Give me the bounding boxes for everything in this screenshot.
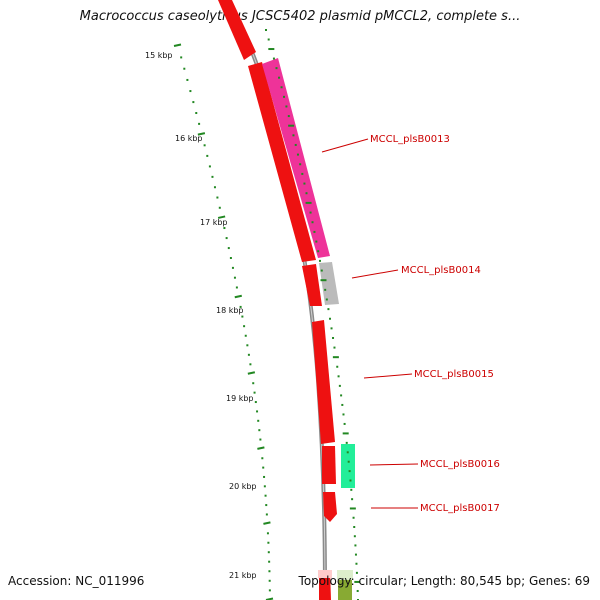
topology-summary: Topology: circular; Length: 80,545 bp; G… <box>298 574 590 588</box>
cds-arrow <box>302 264 322 306</box>
scale-label: 21 kbp <box>229 571 257 580</box>
map-title: Macrococcus caseolyticus JCSC5402 plasmi… <box>79 9 521 24</box>
scale-label: 18 kbp <box>216 306 244 315</box>
major-tick <box>217 215 226 219</box>
gene-label-mccl-plsb0016[interactable]: MCCL_plsB0016 <box>420 459 500 470</box>
major-tick <box>234 294 242 299</box>
inner-scale-ticks <box>173 43 274 600</box>
gene-label-mccl-plsb0017[interactable]: MCCL_plsB0017 <box>420 503 500 514</box>
cds-arrow <box>248 62 316 262</box>
major-tick <box>173 43 182 47</box>
major-tick <box>197 132 206 136</box>
gene-mccl-plsb0013 <box>262 58 330 258</box>
scale-label: 16 kbp <box>175 134 203 143</box>
forward-cds-track <box>218 0 337 600</box>
gene-label-mccl-plsb0015[interactable]: MCCL_plsB0015 <box>414 369 494 380</box>
gene-mccl-plsb0016 <box>341 444 355 488</box>
cds-arrow <box>318 570 332 578</box>
gene-mccl-plsb0014 <box>319 262 339 305</box>
gene-label-mccl-plsb0013[interactable]: MCCL_plsB0013 <box>370 134 450 145</box>
callout-line <box>363 373 413 379</box>
accession-text: Accession: NC_011996 <box>8 574 145 588</box>
cds-arrow <box>322 446 336 484</box>
major-tick <box>247 371 256 375</box>
cds-arrow <box>323 492 337 522</box>
cds-arrow <box>312 320 335 444</box>
cds-arrow <box>218 0 256 60</box>
callout-line <box>369 463 419 466</box>
callout-line <box>321 138 369 153</box>
scale-label: 20 kbp <box>229 482 257 491</box>
scale-label: 19 kbp <box>226 394 254 403</box>
outer-gene-track <box>262 58 355 600</box>
major-tick <box>263 521 271 525</box>
callout-line <box>351 269 399 279</box>
scale-label: 17 kbp <box>200 218 228 227</box>
outer-scale-ticks <box>265 29 361 600</box>
gene-label-mccl-plsb0014[interactable]: MCCL_plsB0014 <box>401 265 481 276</box>
gene-olive-light <box>337 570 353 580</box>
scale-label: 15 kbp <box>145 51 173 60</box>
major-tick <box>257 446 265 450</box>
